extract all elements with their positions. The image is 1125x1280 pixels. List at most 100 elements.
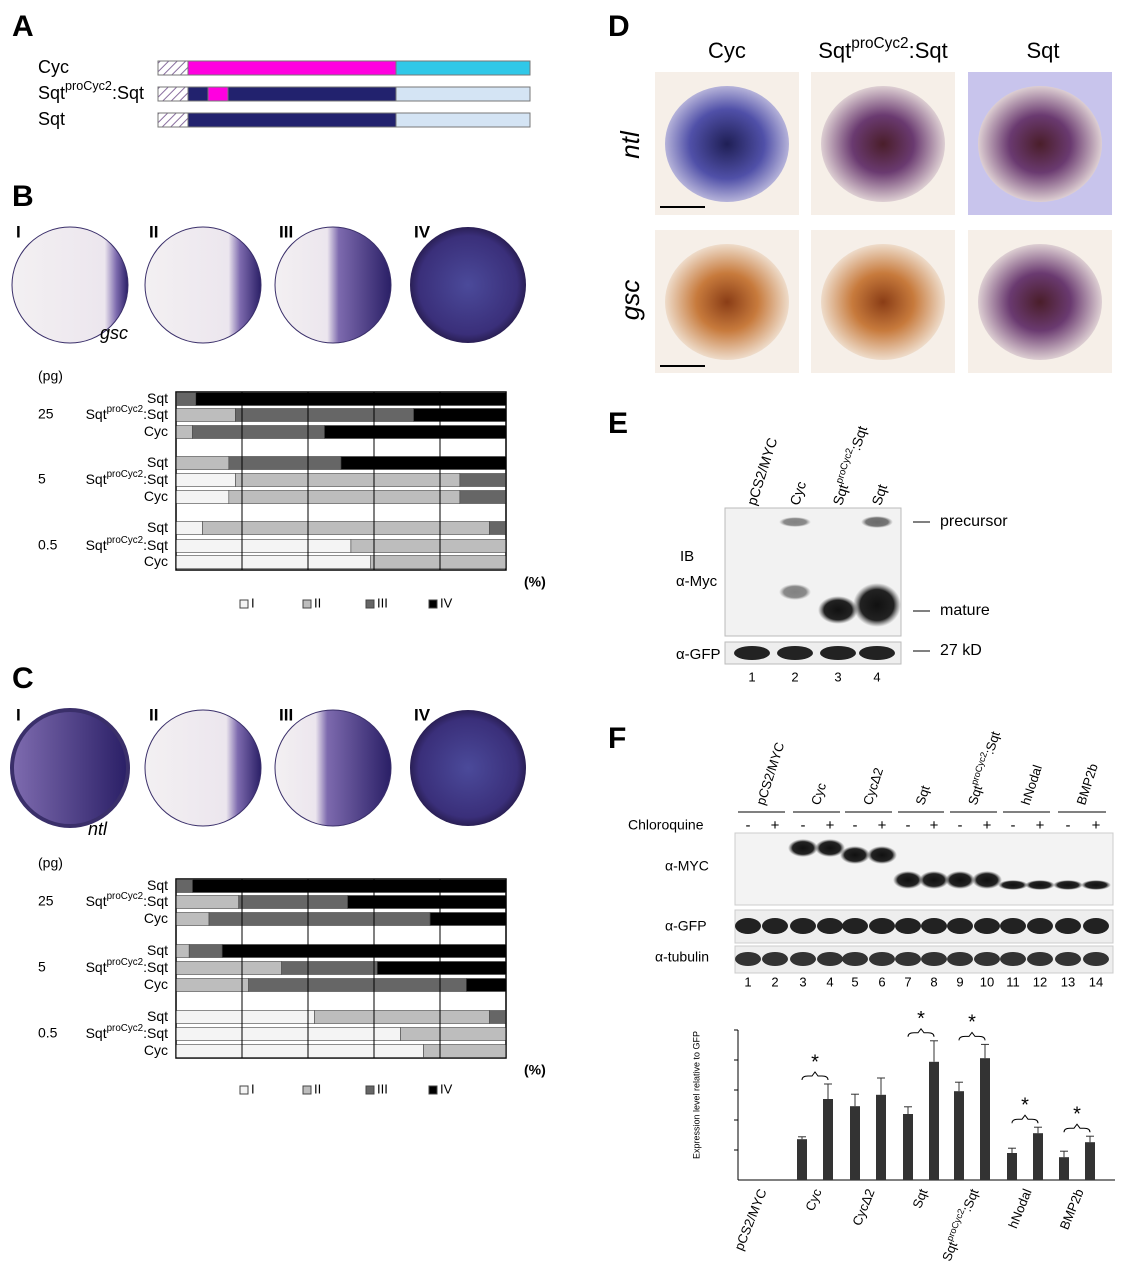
legend-label: III: [377, 595, 388, 610]
stage-label: II: [149, 705, 158, 724]
significance-mark: *: [968, 1012, 976, 1034]
lane-number: 10: [980, 974, 994, 989]
lane-number: 3: [799, 974, 806, 989]
treatment-sign: -: [746, 817, 751, 834]
construct-label-part: :Sqt: [112, 83, 144, 103]
blot-band: [788, 839, 818, 857]
blot-band: [893, 871, 923, 889]
lane-number: 4: [826, 974, 833, 989]
x-tick-label-part: Cyc: [803, 1186, 825, 1213]
lane-number: 2: [791, 669, 798, 684]
dose-label: 25: [38, 893, 54, 909]
blot-band: [842, 918, 868, 934]
bar-segment: [175, 555, 371, 569]
bar-segment: [228, 456, 342, 470]
significance-mark: *: [917, 1008, 925, 1030]
row-label-part: Cyc: [144, 423, 168, 439]
row-label-part: Cyc: [144, 910, 168, 926]
lane-number: 11: [1006, 974, 1020, 989]
blot-band: [779, 584, 811, 600]
column-label-part: Sqt: [818, 38, 851, 63]
legend-swatch: [365, 599, 375, 609]
group-label-part: proCyc2: [969, 751, 989, 786]
bar-segment: [400, 1027, 507, 1041]
group-label-part: BMP2b: [1074, 762, 1101, 807]
blot-band: [859, 646, 895, 660]
lane-number: 7: [904, 974, 911, 989]
row-label: Sqt: [147, 877, 168, 893]
row-label-part: :Sqt: [143, 406, 168, 422]
significance-brace: [1011, 1114, 1039, 1124]
row-label: SqtproCyc2:Sqt: [86, 957, 169, 975]
row-label-part: Sqt: [147, 519, 168, 535]
x-tick-label: pCS2/MYC: [732, 1187, 770, 1253]
blot-band: [1083, 918, 1109, 934]
bar: [1085, 1142, 1095, 1180]
panel-letter: F: [608, 722, 626, 755]
antibody-label: α-tubulin: [655, 949, 709, 965]
blot-band: [972, 871, 1002, 889]
lane-number: 1: [748, 669, 755, 684]
blot-band: [817, 952, 843, 966]
blot-band: [790, 952, 816, 966]
significance-brace: [1063, 1123, 1091, 1133]
legend-swatch: [365, 1085, 375, 1095]
embryo-image: [10, 708, 130, 828]
bar-segment: [175, 961, 282, 975]
in-situ-stain: [665, 244, 789, 360]
row-label: Cyc: [144, 976, 168, 992]
construct-segment: [157, 112, 189, 128]
bar-segment: [314, 1010, 490, 1024]
bar-segment: [347, 895, 507, 909]
column-label: Cyc: [708, 38, 746, 63]
lane-label-part: Cyc: [786, 479, 809, 507]
row-label: Sqt: [147, 519, 168, 535]
group-label-part: pCS2/MYC: [753, 741, 787, 807]
blot-band: [921, 918, 947, 934]
x-tick-label: CycΔ2: [850, 1187, 878, 1228]
antibody-label: IB: [680, 548, 694, 565]
dose-unit: (pg): [38, 855, 63, 871]
legend-label: IV: [440, 1081, 453, 1096]
group-label-part: Sqt: [913, 783, 933, 807]
bar-segment: [370, 555, 507, 569]
marker-label: ntl: [88, 819, 108, 839]
row-label-part: Sqt: [147, 390, 168, 406]
treatment-sign: +: [771, 817, 780, 834]
blot-band: [779, 517, 811, 527]
embryo-image: [274, 709, 392, 827]
lane-number: 14: [1089, 974, 1103, 989]
legend-label: II: [314, 1081, 321, 1096]
construct-segment: [157, 86, 189, 102]
bar-segment: [175, 944, 190, 958]
group-label-part: Cyc: [808, 781, 829, 807]
blot-band: [1055, 952, 1081, 966]
row-label: ntl: [615, 130, 645, 159]
blot-band: [1053, 880, 1083, 890]
bar: [1033, 1133, 1043, 1180]
legend-swatch: [239, 599, 249, 609]
bar: [850, 1106, 860, 1180]
blot-band: [820, 646, 856, 660]
bar: [876, 1094, 886, 1180]
group-label: CycΔ2: [860, 766, 886, 807]
legend-label: I: [251, 595, 255, 610]
x-tick-label: Cyc: [803, 1186, 825, 1213]
in-situ-stain: [665, 86, 789, 202]
group-label: hNodal: [1018, 763, 1045, 807]
bar-segment: [423, 1044, 507, 1058]
bar-segment: [192, 879, 507, 893]
antibody-label: α-GFP: [676, 646, 721, 663]
x-tick-label: Sqt: [910, 1186, 931, 1210]
treatment-sign: +: [1092, 817, 1101, 834]
legend-swatch: [302, 1085, 312, 1095]
significance-mark: *: [1021, 1094, 1029, 1116]
bar-segment: [175, 1027, 401, 1041]
x-tick-label-part: :Sqt: [959, 1186, 982, 1213]
dose-label: 25: [38, 406, 54, 422]
panel-letter: E: [608, 407, 628, 440]
treatment-sign: -: [853, 817, 858, 834]
x-axis-label: (%): [524, 574, 546, 590]
group-label: pCS2/MYC: [753, 741, 787, 807]
lane-number: 4: [873, 669, 880, 684]
